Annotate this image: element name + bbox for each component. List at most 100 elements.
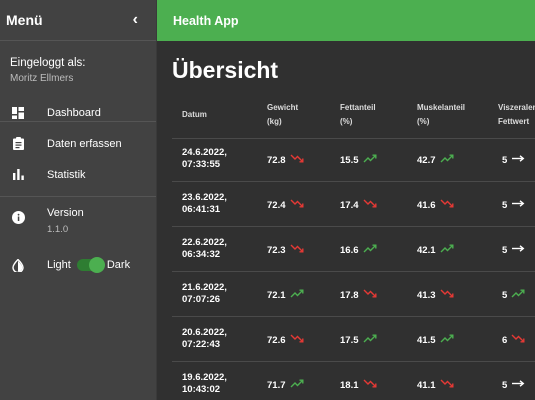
table-body: 24.6.2022, 07:33:55 72.8 15.5 42.7 5 23.6.2022… (172, 137, 535, 400)
column-header-muskelanteil[interactable]: Muskelanteil (%) (417, 101, 465, 129)
bar-chart-icon (11, 168, 25, 182)
weight-value: 72.6 (267, 334, 286, 346)
time-text: 10:43:02 (182, 384, 221, 395)
muscle-value: 42.1 (417, 244, 436, 256)
arrow-right-icon (507, 199, 525, 211)
trending-up-icon (436, 244, 454, 256)
cell-date: 20.6.2022, 07:22:43 (182, 327, 227, 351)
time-text: 07:33:55 (182, 159, 221, 170)
cell-muscle: 41.3 (417, 289, 454, 301)
fat-value: 17.8 (340, 289, 359, 301)
table-row[interactable]: 22.6.2022, 06:34:32 72.3 16.6 42.1 5 (172, 227, 535, 272)
cell-weight: 72.1 (267, 289, 304, 301)
cell-muscle: 42.7 (417, 154, 454, 166)
trending-down-icon (286, 154, 304, 166)
trending-down-icon (286, 244, 304, 256)
arrow-right-icon (507, 379, 525, 391)
sidebar-item-label: Daten erfassen (47, 137, 122, 150)
dashboard-icon (11, 106, 25, 120)
column-header-unit: Fettwert (498, 117, 530, 126)
cell-visceral: 5 (502, 154, 525, 166)
toggle-knob (88, 257, 105, 273)
column-header-label: Viszeraler (498, 103, 535, 112)
date-text: 24.6.2022, (182, 147, 227, 158)
contrast-icon (11, 258, 25, 272)
muscle-value: 41.3 (417, 289, 436, 301)
table-row[interactable]: 24.6.2022, 07:33:55 72.8 15.5 42.7 5 (172, 137, 535, 182)
version-label: Version (47, 207, 84, 219)
arrow-right-icon (507, 244, 525, 256)
trending-up-icon (436, 334, 454, 346)
time-text: 07:22:43 (182, 339, 221, 350)
weight-value: 72.1 (267, 289, 286, 301)
time-text: 07:07:26 (182, 294, 221, 305)
table-row[interactable]: 21.6.2022, 07:07:26 72.1 17.8 41.3 5 (172, 272, 535, 317)
trending-down-icon (436, 199, 454, 211)
trending-up-icon (286, 289, 304, 301)
muscle-value: 41.5 (417, 334, 436, 346)
column-header-viszeraler-fettwert[interactable]: Viszeraler Fettwert (498, 101, 535, 129)
trending-down-icon (436, 379, 454, 391)
table-row[interactable]: 23.6.2022, 06:41:31 72.4 17.4 41.6 5 (172, 182, 535, 227)
weight-value: 71.7 (267, 379, 286, 391)
cell-date: 24.6.2022, 07:33:55 (182, 147, 227, 171)
column-header-unit: (%) (417, 117, 430, 126)
cell-weight: 72.8 (267, 154, 304, 166)
table-header: Datum Gewicht (kg) Fettanteil (%) Muskel… (172, 99, 535, 139)
app-title: Health App (173, 13, 239, 28)
sidebar-item-daten-erfassen[interactable]: Daten erfassen (0, 128, 156, 159)
app-bar: Health App (157, 0, 535, 41)
weight-value: 72.8 (267, 154, 286, 166)
column-header-label: Datum (182, 110, 207, 119)
trending-up-icon (436, 154, 454, 166)
sidebar-item-statistik[interactable]: Statistik (0, 159, 156, 190)
cell-visceral: 5 (502, 379, 525, 391)
chevron-left-icon[interactable]: ‹ (132, 11, 138, 28)
cell-visceral: 5 (502, 289, 525, 301)
sidebar-item-dashboard[interactable]: Dashboard (0, 97, 156, 128)
cell-weight: 72.3 (267, 244, 304, 256)
column-header-unit: (kg) (267, 117, 282, 126)
user-name: Moritz Ellmers (10, 73, 74, 84)
column-header-fettanteil[interactable]: Fettanteil (%) (340, 101, 376, 129)
fat-value: 17.5 (340, 334, 359, 346)
fat-value: 16.6 (340, 244, 359, 256)
cell-fat: 17.4 (340, 199, 377, 211)
date-text: 20.6.2022, (182, 327, 227, 338)
cell-muscle: 42.1 (417, 244, 454, 256)
cell-fat: 15.5 (340, 154, 377, 166)
fat-value: 17.4 (340, 199, 359, 211)
trending-up-icon (359, 244, 377, 256)
trending-up-icon (507, 289, 525, 301)
arrow-right-icon (507, 154, 525, 166)
visceral-value: 5 (502, 379, 508, 391)
cell-muscle: 41.5 (417, 334, 454, 346)
version-info: Version 1.1.0 (11, 207, 84, 235)
column-header-datum[interactable]: Datum (182, 108, 207, 122)
main-content: Übersicht Datum Gewicht (kg) Fettanteil … (157, 41, 535, 400)
muscle-value: 41.1 (417, 379, 436, 391)
cell-weight: 72.4 (267, 199, 304, 211)
visceral-value: 5 (502, 199, 508, 211)
table-row[interactable]: 20.6.2022, 07:22:43 72.6 17.5 41.5 6 (172, 317, 535, 362)
column-header-gewicht[interactable]: Gewicht (kg) (267, 101, 298, 129)
trending-down-icon (507, 334, 525, 346)
weight-value: 72.4 (267, 199, 286, 211)
column-header-label: Gewicht (267, 103, 299, 112)
cell-muscle: 41.6 (417, 199, 454, 211)
sidebar: Menü ‹ Eingeloggt als: Moritz Ellmers Da… (0, 0, 157, 400)
cell-fat: 17.8 (340, 289, 377, 301)
theme-toggle[interactable] (76, 257, 105, 273)
cell-visceral: 5 (502, 244, 525, 256)
fat-value: 18.1 (340, 379, 359, 391)
login-label: Eingeloggt als: (10, 57, 86, 69)
visceral-value: 5 (502, 244, 508, 256)
table-row[interactable]: 19.6.2022, 10:43:02 71.7 18.1 41.1 5 (172, 362, 535, 400)
time-text: 06:41:31 (182, 204, 221, 215)
date-text: 22.6.2022, (182, 237, 227, 248)
trending-up-icon (286, 379, 304, 391)
sidebar-title: Menü (6, 12, 43, 28)
column-header-label: Muskelanteil (417, 103, 466, 112)
theme-light-label: Light (47, 259, 71, 271)
theme-dark-label: Dark (106, 259, 131, 271)
